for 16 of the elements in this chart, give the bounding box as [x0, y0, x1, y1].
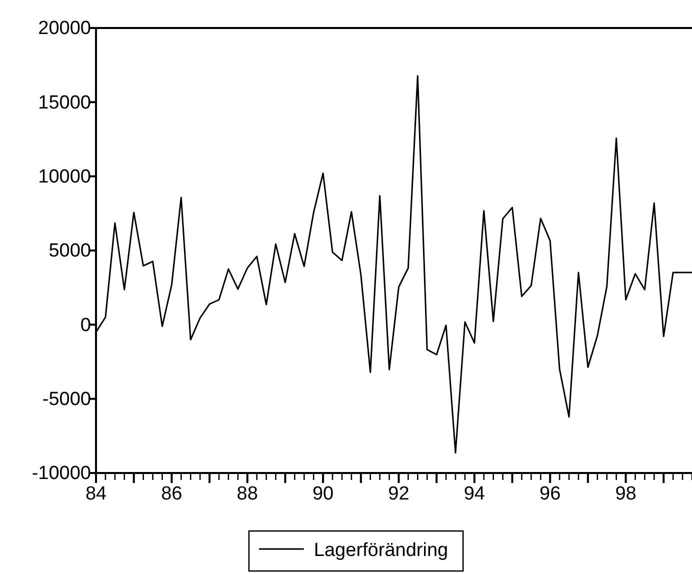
x-tick-label: 90: [312, 483, 334, 504]
x-tick-label: 88: [236, 483, 258, 504]
legend-label: Lagerförändring: [314, 540, 448, 561]
y-tick-label: 15000: [38, 92, 91, 114]
x-tick-label: 96: [540, 483, 561, 504]
y-tick-label: 10000: [38, 166, 91, 188]
y-tick-label: 20000: [38, 18, 91, 40]
x-tick-label: 92: [388, 483, 410, 504]
y-tick-label: 0: [80, 314, 91, 336]
x-tick-label: 98: [615, 483, 636, 504]
x-tick-label: 84: [85, 483, 107, 504]
y-tick-label: -10000: [32, 463, 91, 484]
y-tick-label: 5000: [48, 240, 91, 262]
y-tick-label: -5000: [42, 388, 91, 410]
x-tick-label: 86: [161, 483, 182, 504]
x-tick-label: 94: [464, 483, 486, 504]
